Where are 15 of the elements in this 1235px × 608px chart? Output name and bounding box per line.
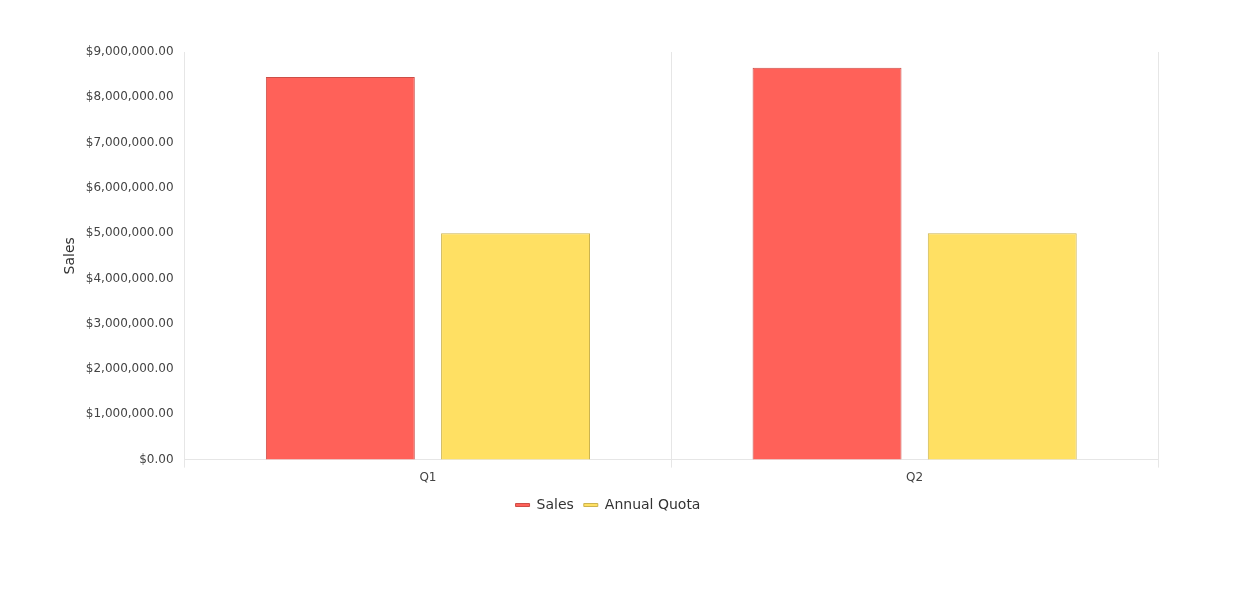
y-axis-title: Sales: [61, 237, 78, 275]
y-tick-label: $8,000,000.00: [85, 89, 174, 104]
legend-label: Sales: [536, 495, 574, 512]
y-tick-label: $7,000,000.00: [85, 134, 174, 149]
y-tick-label: $2,000,000.00: [85, 361, 174, 376]
x-tick-label: Q2: [906, 469, 924, 484]
x-tick-label: Q1: [419, 469, 437, 484]
y-tick-label: $1,000,000.00: [85, 406, 174, 421]
y-tick-label: $0.00: [139, 451, 174, 466]
y-tick-label: $3,000,000.00: [85, 315, 174, 330]
y-tick-label: $4,000,000.00: [85, 270, 174, 285]
legend-label: Annual Quota: [604, 495, 701, 512]
y-tick-label: $5,000,000.00: [85, 225, 174, 240]
y-tick-label: $6,000,000.00: [85, 179, 174, 194]
y-tick-label: $9,000,000.00: [85, 44, 174, 59]
